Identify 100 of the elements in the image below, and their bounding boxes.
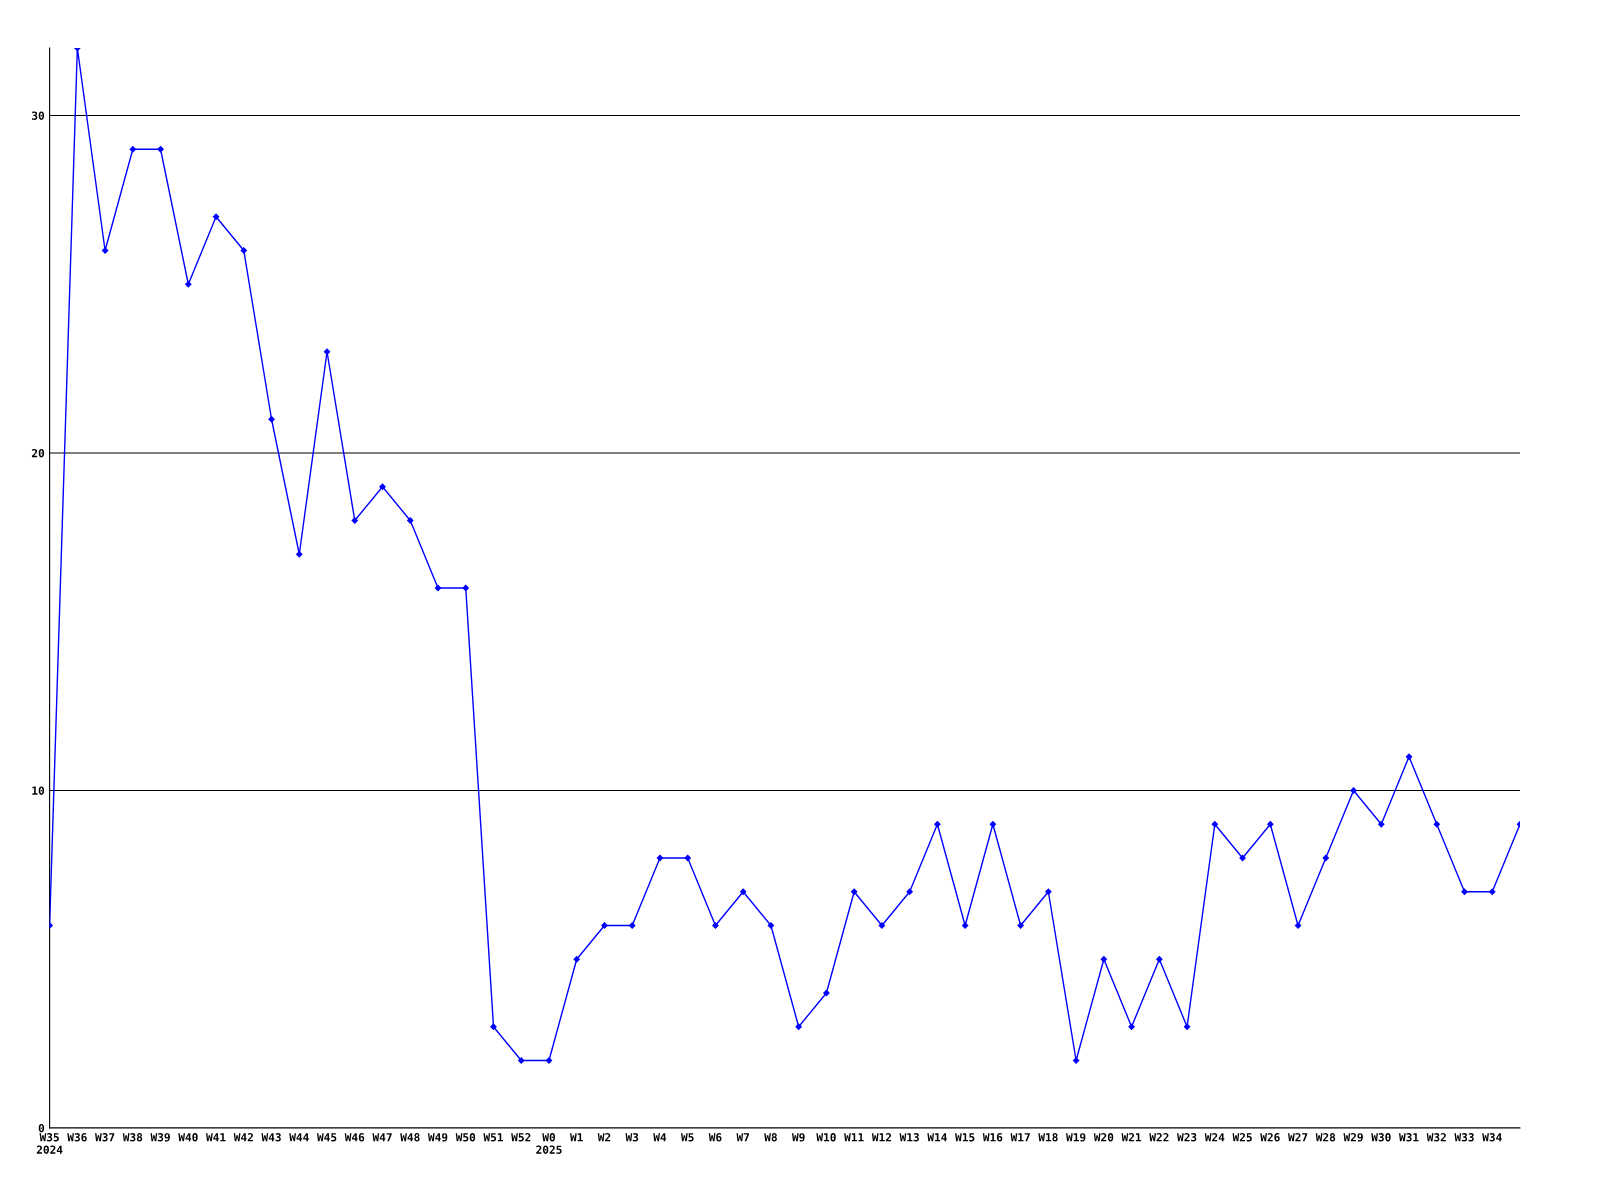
y-tick-label: 0 <box>38 1123 45 1133</box>
x-tick-label: W37 <box>95 1133 115 1142</box>
point <box>296 551 303 558</box>
y-tick-label: 10 <box>32 786 45 795</box>
x-tick-label: W19 <box>1066 1133 1086 1142</box>
point <box>1017 922 1024 929</box>
point <box>1128 1023 1135 1030</box>
point <box>878 922 886 929</box>
x-tick-label: W34 <box>1482 1133 1502 1142</box>
point <box>1350 787 1357 794</box>
x-tick-label: W7 <box>736 1133 750 1142</box>
point <box>518 1057 525 1064</box>
x-tick-label: W4 <box>653 1133 667 1142</box>
x-tick-label: W47 <box>372 1133 392 1142</box>
x-tick-label: W3 <box>625 1133 639 1142</box>
point <box>1267 821 1274 828</box>
point <box>795 1023 802 1030</box>
point <box>906 888 913 895</box>
x-tick-label: W50 <box>455 1133 476 1142</box>
point <box>989 821 997 828</box>
point <box>1239 854 1246 862</box>
x-tick-label: W32 <box>1426 1133 1446 1142</box>
x-tick-label: W41 <box>206 1133 226 1142</box>
x-tick-label: W11 <box>844 1133 864 1142</box>
point <box>656 854 664 862</box>
x-tick-label: W8 <box>764 1133 777 1142</box>
x-tick-label: W31 <box>1398 1133 1419 1142</box>
point <box>268 416 275 423</box>
point <box>1405 753 1413 760</box>
x-tick-label: W16 <box>982 1133 1003 1142</box>
x-tick-label: W39 <box>150 1133 170 1142</box>
point <box>1322 854 1329 862</box>
point <box>851 888 858 895</box>
point <box>157 146 164 153</box>
point <box>1489 888 1496 895</box>
x-tick-label: W12 <box>871 1133 892 1142</box>
point <box>240 247 247 254</box>
y-tick-label: 30 <box>32 111 45 120</box>
point <box>462 584 469 592</box>
point <box>185 281 192 288</box>
x-tick-label: W1 <box>570 1133 583 1142</box>
point <box>407 517 414 524</box>
x-tick-label: W0 2025 <box>536 1133 562 1154</box>
point <box>712 922 719 929</box>
x-tick-label: W51 <box>483 1133 503 1142</box>
point <box>1072 1057 1080 1064</box>
line-series <box>49 48 1520 1064</box>
point <box>684 854 691 862</box>
point <box>961 922 969 929</box>
x-tick-label: W33 <box>1454 1133 1474 1142</box>
x-tick-label: W9 <box>791 1133 805 1142</box>
x-tick-label: W24 <box>1204 1133 1225 1142</box>
point <box>1433 821 1440 828</box>
x-tick-label: W18 <box>1038 1133 1058 1142</box>
point <box>129 146 136 153</box>
point <box>629 922 636 929</box>
point <box>601 922 608 929</box>
point <box>1211 821 1218 828</box>
point <box>101 247 109 254</box>
x-tick-label: W14 <box>927 1133 947 1142</box>
point <box>1378 821 1385 828</box>
point <box>1156 956 1163 963</box>
point <box>323 348 331 355</box>
point <box>1461 888 1468 895</box>
x-tick-label: W23 <box>1177 1133 1197 1142</box>
point <box>934 821 941 828</box>
x-tick-label: W30 <box>1371 1133 1391 1142</box>
x-tick-label: W46 <box>344 1133 365 1142</box>
x-tick-label: W15 <box>955 1133 975 1142</box>
x-tick-label: W26 <box>1260 1133 1280 1142</box>
x-tick-label: W43 <box>261 1133 281 1142</box>
x-tick-label: W13 <box>899 1133 919 1142</box>
x-tick-label: W35 2024 <box>36 1133 63 1154</box>
x-tick-label: W22 <box>1149 1133 1169 1142</box>
point <box>1100 956 1107 963</box>
x-tick-label: W44 <box>289 1133 309 1142</box>
point <box>740 888 747 895</box>
point <box>1045 888 1052 895</box>
x-tick-label: W49 <box>427 1133 448 1142</box>
x-tick-label: W27 <box>1288 1133 1308 1142</box>
x-tick-label: W38 <box>122 1133 143 1142</box>
x-tick-label: W45 <box>317 1133 337 1142</box>
point <box>1183 1023 1191 1030</box>
x-tick-label: W48 <box>400 1133 420 1142</box>
x-tick-label: W25 <box>1232 1133 1252 1142</box>
x-tick-label: W40 <box>178 1133 198 1142</box>
point <box>434 584 442 592</box>
point <box>351 517 358 524</box>
x-tick-label: W36 <box>67 1133 87 1142</box>
x-tick-label: W6 <box>708 1133 722 1142</box>
x-tick-label: W28 <box>1315 1133 1336 1142</box>
x-tick-label: W42 <box>233 1133 253 1142</box>
x-tick-label: W2 <box>597 1133 611 1142</box>
x-tick-label: W20 <box>1093 1133 1114 1142</box>
x-tick-label: W5 <box>681 1133 694 1142</box>
x-tick-label: W10 <box>816 1133 836 1142</box>
y-tick-label: 20 <box>31 448 45 458</box>
x-tick-label: W29 <box>1343 1133 1363 1142</box>
point <box>767 922 775 929</box>
point <box>212 213 220 220</box>
